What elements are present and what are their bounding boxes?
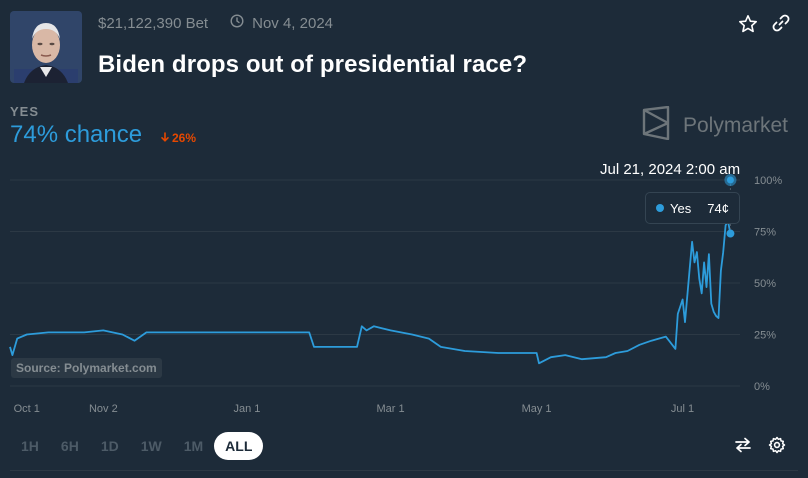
bottom-divider [10,470,798,471]
market-image [10,11,82,83]
clock-icon [230,14,244,32]
volume-text: $21,122,390 Bet [98,14,209,32]
hover-top-marker-core [726,176,734,184]
range-all-button[interactable]: ALL [214,432,264,460]
gear-icon[interactable] [768,436,786,459]
brand-name: Polymarket [682,114,788,137]
polymarket-logo-icon [641,105,671,146]
link-icon[interactable] [772,14,790,39]
hover-date-label: Jul 21, 2024 2:00 am [600,161,741,178]
x-tick-label: Jan 1 [233,403,260,415]
y-tick-label: 100% [754,175,782,187]
range-1d-button[interactable]: 1D [100,438,119,454]
series-line-yes [9,220,732,365]
star-icon[interactable] [738,14,758,39]
header-actions [738,14,790,39]
hover-tooltip: Yes 74¢ [645,192,740,224]
series-dot [656,204,664,212]
brand-watermark: Polymarket [641,105,788,146]
range-6h-button[interactable]: 6H [60,438,79,454]
tooltip-value: 74¢ [707,200,729,216]
source-label: Source: Polymarket.com [11,358,162,378]
x-tick-label: Mar 1 [376,403,404,415]
x-tick-label: May 1 [522,403,552,415]
market-meta: $21,122,390 Bet Nov 4, 2024 [98,14,333,32]
arrow-down-icon [160,131,170,145]
range-1h-button[interactable]: 1H [21,438,39,454]
time-range-selector: 1H 6H 1D 1W 1M ALL [10,432,264,460]
market-title: Biden drops out of presidential race? [98,51,528,78]
data-point-hover [726,229,735,238]
chart-actions [734,436,786,459]
change-indicator: 26% [160,131,196,145]
price-chart[interactable]: 0% 25% 50% 75% 100% Oct 1 Nov 2 Jan 1 Mar 1 May 1… [0,0,808,420]
range-1m-button[interactable]: 1M [183,438,204,454]
x-tick-label: Nov 2 [89,403,118,415]
y-tick-label: 25% [754,330,776,342]
chance-value: 74% chance [10,121,143,148]
swap-arrows-icon[interactable] [734,436,752,459]
x-tick-label: Oct 1 [14,403,40,415]
outcome-label: YES [10,104,40,119]
x-tick-label: Jul 1 [671,403,694,415]
y-tick-label: 0% [754,381,770,393]
range-1w-button[interactable]: 1W [140,438,162,454]
end-date-text: Nov 4, 2024 [252,14,333,32]
change-value: 26% [172,131,197,145]
tooltip-series-label: Yes [670,200,692,216]
y-tick-label: 75% [754,227,776,239]
y-tick-label: 50% [754,278,776,290]
